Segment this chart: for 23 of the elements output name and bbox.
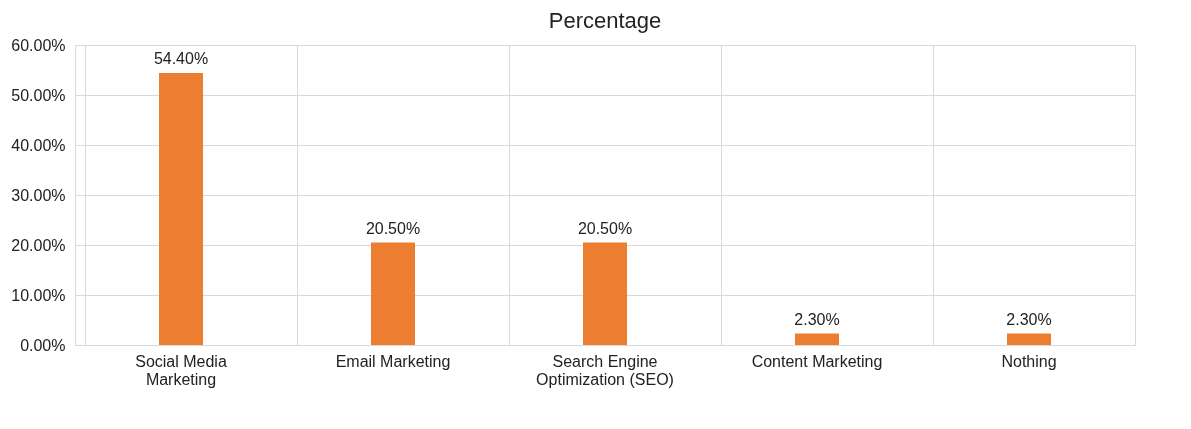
x-tick-label: Nothing [1001, 352, 1057, 370]
x-tick-label: Social Media Marketing [135, 352, 227, 388]
bar [795, 333, 839, 345]
data-label: 54.40% [153, 50, 209, 67]
bar [159, 73, 203, 345]
y-tick-label: 10.00% [11, 286, 66, 304]
y-tick-label: 50.00% [11, 86, 66, 104]
bar [1007, 333, 1051, 345]
x-tick-label: Search Engine Optimization (SEO) [536, 352, 674, 388]
x-tick-label: Content Marketing [751, 352, 883, 370]
bar [371, 242, 415, 345]
y-tick-label: 40.00% [11, 136, 66, 154]
chart-title: Percentage [548, 8, 662, 33]
y-tick-label: 0.00% [20, 336, 66, 354]
y-tick-label: 20.00% [11, 236, 66, 254]
x-tick-label: Email Marketing [335, 352, 451, 370]
bar [583, 242, 627, 345]
data-label: 2.30% [794, 310, 840, 328]
y-tick-label: 60.00% [11, 36, 66, 54]
data-label: 20.50% [365, 219, 421, 237]
data-label: 2.30% [1006, 310, 1052, 328]
y-tick-label: 30.00% [11, 186, 66, 204]
data-label: 20.50% [577, 219, 633, 237]
